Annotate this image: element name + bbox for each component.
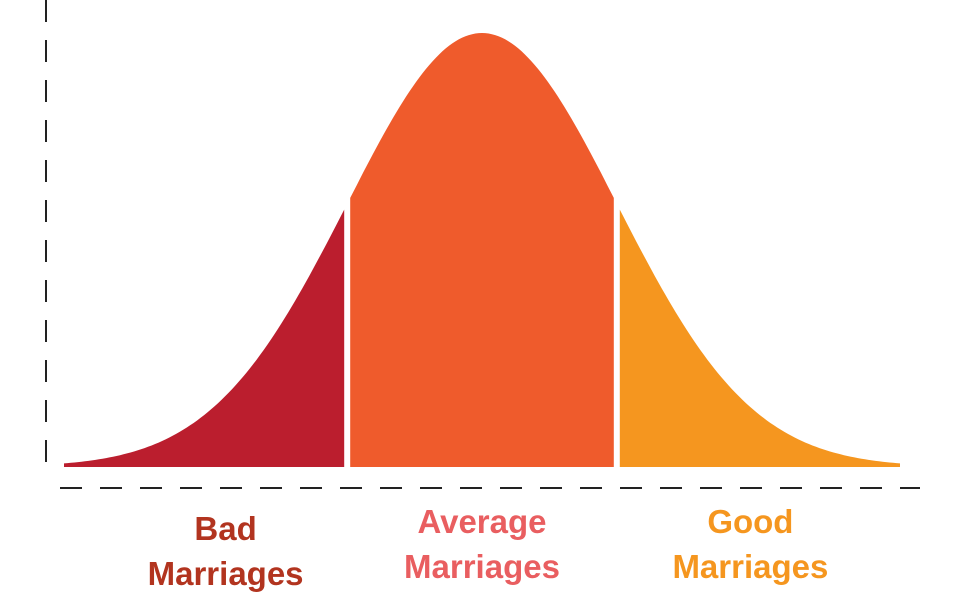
region-bad-area [64,209,345,467]
region-label-line: Marriages [404,548,560,585]
axes [45,0,920,489]
region-label-average: Average Marriages [404,503,560,585]
region-label-line: Marriages [672,548,828,585]
region-label-line: Good [707,503,793,540]
region-good-area [619,209,900,467]
region-label-line: Average [417,503,546,540]
curve-regions [64,33,900,467]
region-labels: Bad Marriages Average Marriages Good Marriage… [148,503,829,592]
region-label-bad: Bad Marriages [148,510,304,592]
region-label-line: Bad [194,510,256,547]
region-average-area [350,33,614,467]
region-label-good: Good Marriages [672,503,828,585]
region-label-line: Marriages [148,555,304,592]
